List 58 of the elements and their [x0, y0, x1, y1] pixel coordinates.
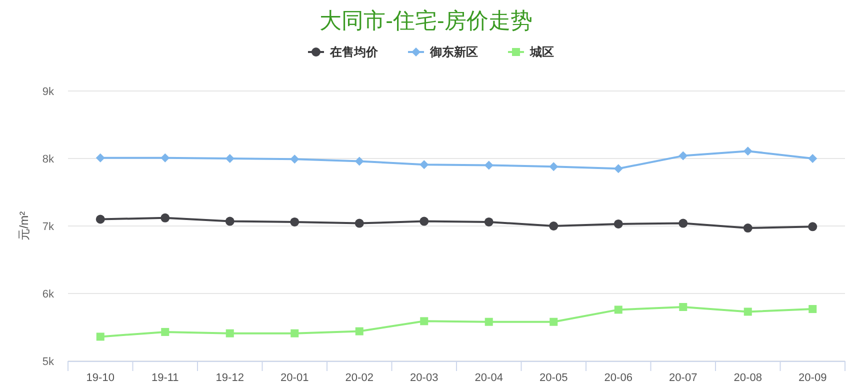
point: [808, 305, 817, 314]
point: [354, 218, 364, 228]
point: [678, 151, 688, 160]
point: [614, 306, 622, 314]
y-tick-label: 6k: [42, 288, 54, 300]
point: [225, 154, 234, 163]
point: [420, 216, 429, 226]
y-axis-title: 元/m²: [17, 211, 31, 241]
point: [549, 162, 558, 172]
point: [290, 217, 300, 226]
point: [679, 303, 688, 311]
x-tick-label: 20-06: [604, 372, 632, 384]
point: [808, 154, 818, 163]
x-tick-label: 20-09: [798, 372, 827, 384]
x-tick-label: 20-02: [345, 372, 374, 384]
point: [160, 153, 170, 162]
point: [743, 224, 752, 233]
point: [96, 214, 105, 224]
point: [96, 332, 104, 341]
point: [614, 219, 623, 228]
legend-label: 在售均价: [329, 45, 379, 59]
x-tick-label: 20-01: [280, 372, 309, 384]
point: [96, 153, 105, 162]
point: [744, 308, 752, 316]
y-tick-label: 5k: [42, 356, 54, 368]
point: [549, 222, 558, 230]
title: 大同市-住宅-房价走势: [320, 8, 532, 33]
point: [160, 213, 170, 222]
point: [420, 160, 429, 170]
point: [226, 329, 234, 338]
point: [678, 218, 688, 228]
x-tick-label: 20-04: [474, 372, 503, 384]
point: [743, 146, 752, 156]
point: [484, 318, 493, 326]
x-tick-label: 19-11: [151, 372, 179, 384]
x-tick-label: 20-07: [669, 372, 698, 384]
y-tick-label: 8k: [42, 154, 54, 166]
point: [484, 217, 494, 226]
x-tick-label: 20-05: [540, 372, 568, 384]
point: [161, 328, 170, 336]
y-tick-label: 7k: [42, 221, 54, 233]
point: [484, 160, 494, 170]
point: [420, 317, 428, 326]
point: [225, 216, 234, 226]
x-tick-label: 19-10: [86, 372, 114, 384]
x-tick-label: 20-03: [410, 372, 438, 384]
point: [808, 222, 818, 232]
point: [290, 154, 300, 164]
y-tick-label: 9k: [42, 86, 54, 98]
legend-label: 城区: [529, 45, 554, 59]
point: [614, 164, 623, 174]
point: [290, 329, 299, 338]
x-tick-label: 20-08: [734, 372, 762, 384]
legend-label: 御东新区: [429, 45, 478, 59]
point: [355, 327, 364, 336]
point: [354, 156, 364, 166]
point: [550, 318, 558, 326]
x-tick-label: 19-12: [216, 372, 244, 384]
